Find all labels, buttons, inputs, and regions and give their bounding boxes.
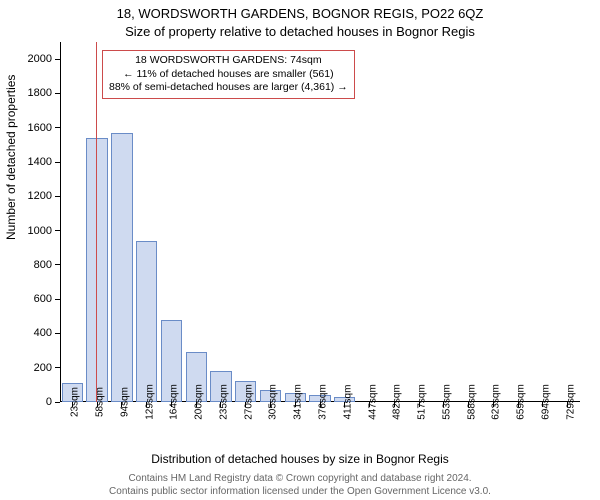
footer-line-2: Contains public sector information licen…: [0, 486, 600, 497]
xtick-label: 729sqm: [559, 384, 576, 420]
chart-container: 18, WORDSWORTH GARDENS, BOGNOR REGIS, PO…: [0, 0, 600, 500]
xtick-label: 270sqm: [237, 384, 254, 420]
ytick-label: 800: [34, 259, 60, 271]
xtick-label: 623sqm: [485, 384, 502, 420]
chart-title-sub: Size of property relative to detached ho…: [0, 24, 600, 39]
ytick-label: 1200: [28, 190, 60, 202]
xtick-label: 588sqm: [460, 384, 477, 420]
ytick-label: 0: [46, 396, 60, 408]
ytick-label: 1600: [28, 122, 60, 134]
xtick-label: 129sqm: [138, 384, 155, 420]
xtick-label: 376sqm: [312, 384, 329, 420]
ytick-label: 1000: [28, 225, 60, 237]
plot-area: 020040060080010001200140016001800200023s…: [60, 42, 580, 402]
xtick-label: 23sqm: [64, 387, 81, 417]
annotation-line: 18 WORDSWORTH GARDENS: 74sqm: [109, 54, 348, 68]
bar: [136, 241, 157, 402]
y-axis-label: Number of detached properties: [4, 75, 18, 240]
annotation-line: ← 11% of detached houses are smaller (56…: [109, 68, 348, 82]
ytick-label: 1400: [28, 156, 60, 168]
ytick-label: 400: [34, 327, 60, 339]
annotation-line: 88% of semi-detached houses are larger (…: [109, 81, 348, 95]
xtick-label: 200sqm: [188, 384, 205, 420]
xtick-label: 411sqm: [336, 385, 353, 420]
property-marker-line: [96, 42, 97, 402]
annotation-box: 18 WORDSWORTH GARDENS: 74sqm← 11% of det…: [102, 50, 355, 99]
xtick-label: 305sqm: [262, 384, 279, 420]
ytick-label: 2000: [28, 53, 60, 65]
xtick-label: 517sqm: [411, 384, 428, 420]
xtick-label: 694sqm: [534, 384, 551, 420]
xtick-label: 164sqm: [163, 384, 180, 420]
xtick-label: 659sqm: [510, 384, 527, 420]
xtick-label: 553sqm: [435, 384, 452, 420]
xtick-label: 341sqm: [287, 384, 304, 420]
x-axis-label: Distribution of detached houses by size …: [0, 452, 600, 466]
ytick-label: 600: [34, 293, 60, 305]
footer-line-1: Contains HM Land Registry data © Crown c…: [0, 473, 600, 484]
xtick-label: 94sqm: [113, 387, 130, 417]
xtick-label: 482sqm: [386, 384, 403, 420]
ytick-label: 200: [34, 362, 60, 374]
xtick-label: 235sqm: [212, 384, 229, 420]
chart-title-main: 18, WORDSWORTH GARDENS, BOGNOR REGIS, PO…: [0, 6, 600, 21]
bar: [111, 133, 132, 402]
ytick-label: 1800: [28, 87, 60, 99]
xtick-label: 447sqm: [361, 384, 378, 420]
